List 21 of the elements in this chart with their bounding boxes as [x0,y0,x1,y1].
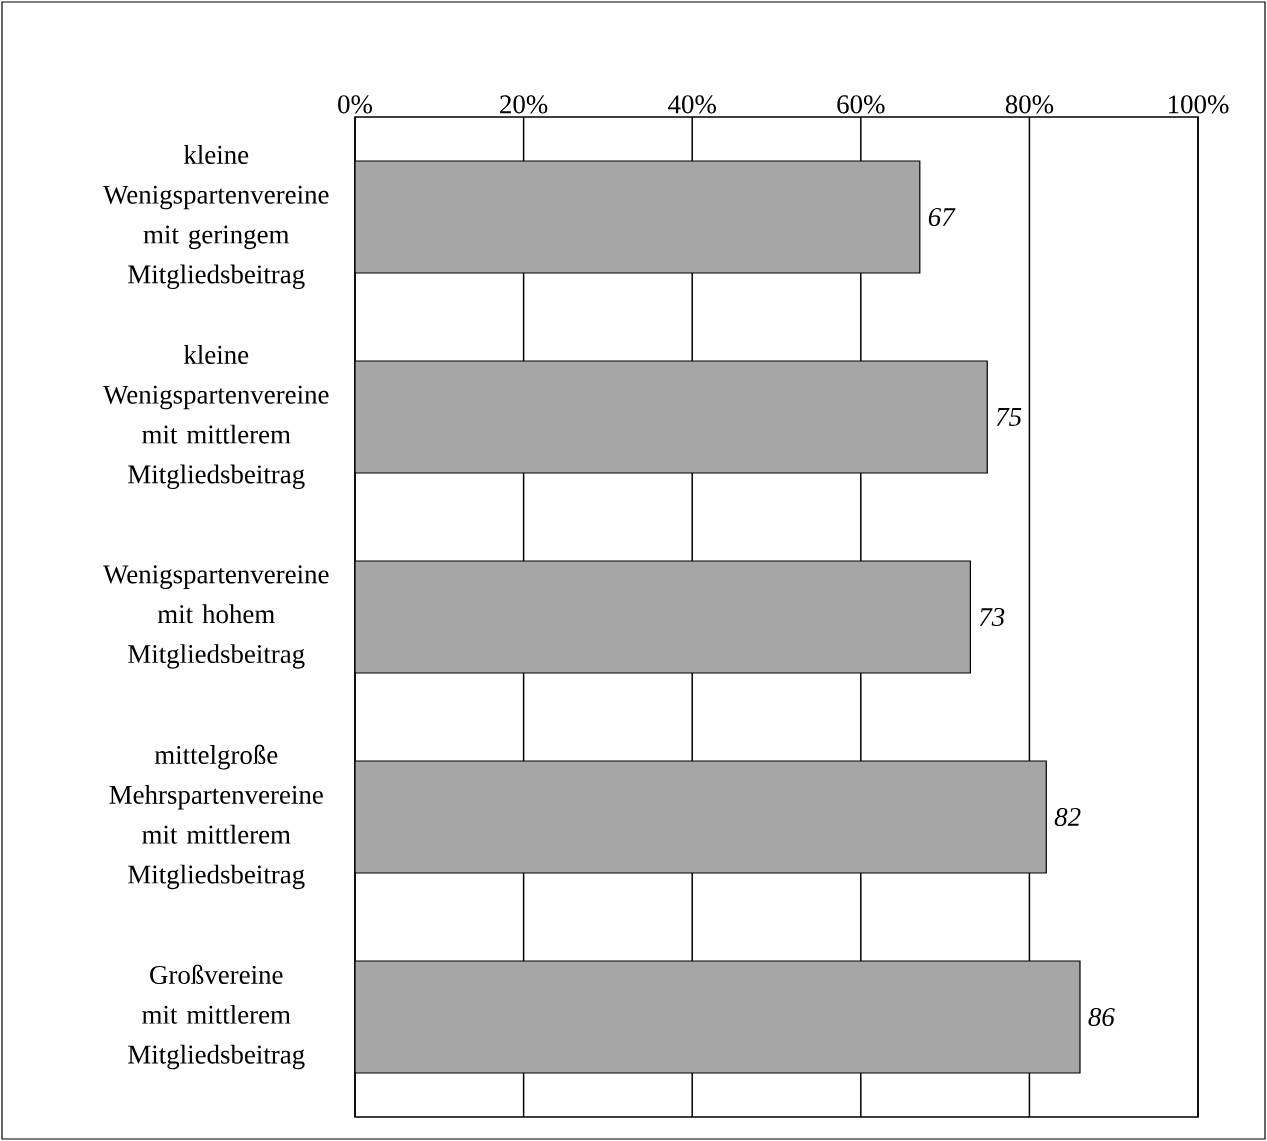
bar [355,760,1047,874]
y-tick-label: Wenigspartenvereine mit hohem Mitgliedsbeitrag [103,565,329,669]
bar [355,560,971,674]
data-label: 75 [996,408,1022,426]
data-label: 82 [1054,807,1081,827]
y-tick-label: mittelgroße Mehrspartenvereine mit mittlerem Mitgliedsbeitrag [109,744,323,890]
y-tick-label: kleine Wenigspartenvereine mit geringem Mitgliedsbeitrag [103,144,329,290]
data-label: 73 [979,607,1005,627]
bar [355,960,1081,1074]
y-tick-label: Großvereine mit mittlerem Mitgliedsbeitrag [128,964,305,1070]
x-tick-label: 40% [668,95,716,114]
x-tick-label: 0% [338,95,373,114]
bar [355,360,988,474]
data-label: 86 [1088,1007,1115,1027]
data-label: 67 [928,207,956,227]
bar [355,160,921,274]
x-tick-label: 60% [837,95,885,114]
x-tick-label: 100% [1168,95,1229,114]
x-tick-label: 80% [1005,95,1054,114]
y-tick-label: kleine Wenigspartenvereine mit mittlerem Mitgliedsbeitrag [103,344,329,490]
x-tick-label: 20% [500,95,548,114]
